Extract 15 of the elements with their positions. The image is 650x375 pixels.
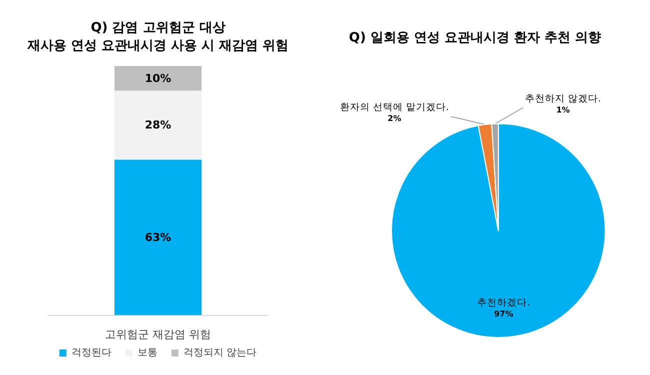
legend-label: 보통 [137,348,158,358]
slice-label: 추천하지 않겠다. [525,93,602,104]
legend-label: 걱정되지 않는다 [183,348,257,358]
data-label: 63% [144,230,172,244]
data-label: 28% [144,118,172,132]
data-label: 2% [388,114,402,124]
legend-label: 걱정된다 [71,348,112,358]
slice-label: 추천하겠다. [477,297,530,308]
chart-title: Q) 감염 고위험군 대상 재사용 연성 요관내시경 사용 시 재감염 위험 [26,20,289,54]
data-label: 10% [144,72,172,85]
slice-label: 환자의 선택에 맡기겠다. [340,102,449,114]
x-tick-label: 고위험군 재감염 위험 [105,328,211,341]
data-label: 97% [494,309,514,318]
chart-title: Q) 일회용 연성 요관내시경 환자 추천 의향 [348,30,602,46]
data-label: 1% [556,105,570,114]
